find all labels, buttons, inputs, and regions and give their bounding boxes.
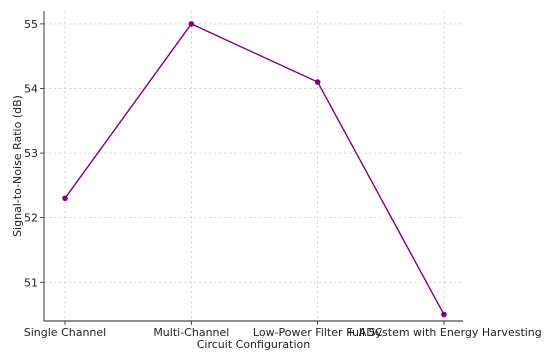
x-axis-title: Circuit Configuration — [197, 338, 311, 351]
axes — [43, 11, 463, 322]
y-tick-label: 51 — [24, 276, 38, 289]
data-point — [441, 311, 447, 318]
series-line — [64, 23, 445, 315]
x-tick-label: Full System with Energy Harvesting — [346, 326, 542, 339]
x-tick-label: Single Channel — [24, 326, 106, 339]
data-point — [188, 21, 195, 27]
grid-lines — [44, 11, 463, 321]
series-layer — [62, 21, 447, 318]
data-point — [62, 195, 68, 202]
y-axis-ticks: 51 52 53 54 55 — [24, 18, 44, 289]
x-tick-label: Multi-Channel — [153, 326, 229, 339]
x-tick-label: Low-Power Filter + ADC — [253, 326, 383, 339]
y-tick-label: 55 — [24, 18, 38, 31]
y-tick-label: 54 — [24, 83, 38, 96]
x-axis-ticks: Single Channel Multi-Channel Low-Power Fil… — [24, 321, 542, 339]
y-axis-title: Signal-to-Noise Ratio (dB) — [11, 95, 24, 237]
data-point — [314, 79, 321, 85]
y-tick-label: 52 — [24, 212, 38, 225]
y-tick-label: 53 — [24, 147, 38, 160]
